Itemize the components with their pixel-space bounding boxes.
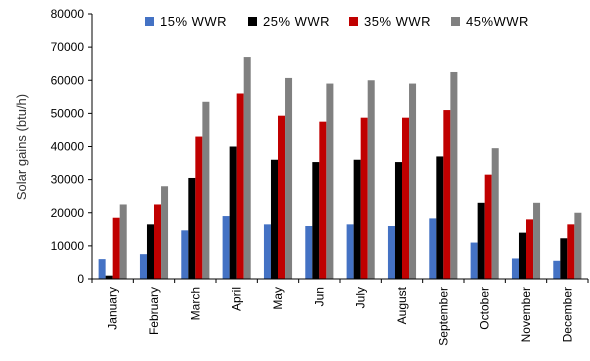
y-axis-ticks: 0 10000 20000 30000 40000 50000 60000 70000 8000… xyxy=(51,7,92,286)
y-tick-label: 30000 xyxy=(51,173,85,187)
y-tick-label: 50000 xyxy=(51,106,85,120)
legend-swatch xyxy=(349,17,358,26)
legend-label: 25% WWR xyxy=(263,14,330,29)
bar xyxy=(139,254,147,279)
x-tick-label: March xyxy=(188,287,202,320)
bar xyxy=(429,218,437,279)
bar xyxy=(161,186,169,279)
bar xyxy=(326,83,334,279)
bar xyxy=(553,260,561,279)
legend-swatch xyxy=(248,17,257,26)
bar xyxy=(443,110,451,279)
y-axis-title: Solar gains (btu/h) xyxy=(14,94,29,200)
bar xyxy=(387,226,395,279)
bar xyxy=(526,219,534,280)
bar xyxy=(477,202,485,279)
bar xyxy=(229,146,237,279)
bar xyxy=(402,117,410,280)
bar xyxy=(560,238,568,279)
bar xyxy=(436,156,444,279)
bar xyxy=(202,101,210,279)
bar xyxy=(236,93,244,279)
bar xyxy=(243,57,251,280)
y-tick-label: 0 xyxy=(77,272,84,286)
bar xyxy=(119,204,127,279)
bar xyxy=(305,226,313,279)
bar xyxy=(511,258,519,279)
bar xyxy=(285,77,293,280)
bar xyxy=(222,216,230,279)
x-tick-label: May xyxy=(271,287,285,310)
legend-label: 35% WWR xyxy=(364,14,431,29)
bar xyxy=(484,174,492,279)
x-tick-label: April xyxy=(230,287,244,311)
x-tick-label: August xyxy=(395,286,409,324)
bar xyxy=(188,177,196,279)
bars xyxy=(98,57,582,280)
legend-label: 45%WWR xyxy=(466,14,529,29)
x-tick-label: December xyxy=(560,287,574,342)
bar xyxy=(112,217,120,279)
bar xyxy=(346,224,354,279)
bar xyxy=(353,159,361,279)
bar xyxy=(146,224,154,279)
bar xyxy=(533,202,541,279)
bar xyxy=(518,232,526,280)
bar xyxy=(154,204,162,279)
x-axis-ticks: January February March April May Jun July Augus… xyxy=(91,279,589,346)
bar xyxy=(105,275,113,279)
bar xyxy=(319,121,327,279)
y-tick-label: 40000 xyxy=(51,140,85,154)
bar xyxy=(195,136,203,279)
y-tick-label: 20000 xyxy=(51,206,85,220)
x-tick-label: Jun xyxy=(312,287,326,306)
y-tick-label: 60000 xyxy=(51,73,85,87)
bar xyxy=(263,224,271,279)
x-tick-label: February xyxy=(147,287,161,335)
bar xyxy=(450,71,458,279)
y-tick-label: 10000 xyxy=(51,239,85,253)
legend-swatch xyxy=(451,17,460,26)
bar xyxy=(98,259,106,280)
bar xyxy=(360,117,368,280)
y-tick-label: 80000 xyxy=(51,7,85,21)
bar xyxy=(312,162,320,279)
legend-swatch xyxy=(145,17,154,26)
bar xyxy=(367,80,375,279)
bar xyxy=(394,162,402,279)
legend: 15% WWR 25% WWR 35% WWR 45%WWR xyxy=(145,14,529,29)
bar xyxy=(409,83,417,279)
bar xyxy=(270,159,278,279)
x-tick-label: January xyxy=(106,287,120,330)
bar xyxy=(278,115,286,279)
legend-label: 15% WWR xyxy=(160,14,227,29)
x-tick-label: November xyxy=(519,287,533,342)
x-tick-label: July xyxy=(354,287,368,308)
bar xyxy=(491,148,499,279)
bar xyxy=(470,242,478,279)
bar xyxy=(567,224,575,279)
y-tick-label: 70000 xyxy=(51,40,85,54)
bar xyxy=(181,230,189,279)
x-tick-label: October xyxy=(478,287,492,330)
x-tick-label: September xyxy=(436,287,450,346)
bar xyxy=(574,212,582,279)
